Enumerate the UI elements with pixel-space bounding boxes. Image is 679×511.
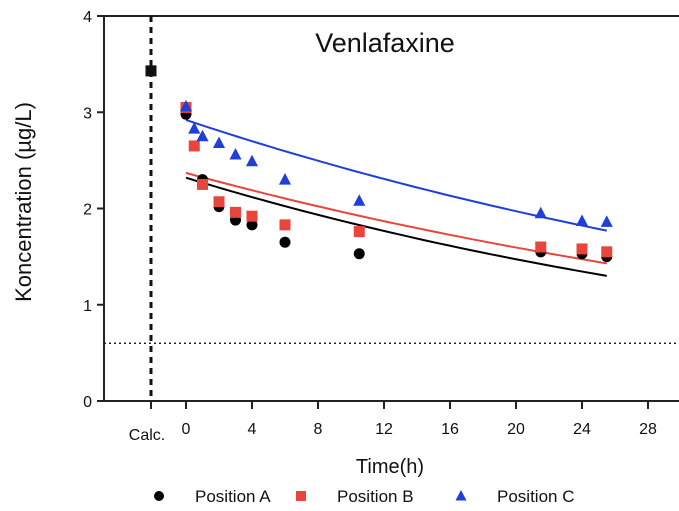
x-tick-label: 20 bbox=[507, 421, 525, 438]
x-tick-label: 0 bbox=[182, 421, 191, 438]
data-point-position-c bbox=[188, 122, 201, 134]
calc-marker bbox=[145, 65, 157, 77]
data-point-position-a bbox=[353, 248, 365, 260]
data-point-position-b bbox=[230, 206, 241, 218]
data-point-position-c bbox=[196, 129, 209, 142]
x-axis-title: Time(h) bbox=[356, 456, 424, 478]
data-point-position-b bbox=[213, 196, 225, 208]
data-point-position-b bbox=[353, 226, 365, 238]
y-tick-label: 1 bbox=[83, 298, 92, 315]
fit-line-position-a bbox=[185, 176, 607, 277]
data-point-position-b bbox=[601, 246, 613, 258]
data-point-position-c bbox=[212, 136, 226, 148]
data-points-layer bbox=[179, 99, 613, 263]
y-tick-label: 4 bbox=[83, 9, 92, 26]
data-point-position-c bbox=[534, 206, 547, 219]
legend-label-position-a: Position A bbox=[195, 487, 271, 506]
data-point-position-b bbox=[576, 243, 588, 255]
data-point-position-c bbox=[575, 214, 589, 226]
x-tick-label: 4 bbox=[248, 421, 257, 438]
data-point-position-c bbox=[245, 154, 259, 167]
legend-marker-position-a bbox=[154, 491, 164, 501]
data-point-position-b bbox=[279, 219, 291, 231]
legend-marker-position-b bbox=[296, 491, 306, 501]
data-point-position-b bbox=[246, 210, 258, 222]
legend-label-position-c: Position C bbox=[497, 487, 574, 506]
x-tick-label: 16 bbox=[441, 421, 459, 438]
legend-marker-position-c bbox=[455, 490, 467, 501]
data-point-position-b bbox=[197, 178, 208, 190]
data-point-position-c bbox=[278, 173, 292, 185]
y-tick-label: 3 bbox=[83, 105, 92, 122]
calc-tick-label: Calc. bbox=[129, 427, 165, 444]
y-tick-label: 2 bbox=[83, 202, 92, 219]
x-tick-label: 28 bbox=[639, 421, 657, 438]
legend: Position A Position B Position C bbox=[154, 487, 574, 506]
y-axis-title: Koncentration (µg/L) bbox=[11, 102, 36, 302]
data-point-position-c bbox=[229, 148, 242, 160]
legend-label-position-b: Position B bbox=[337, 487, 414, 506]
data-point-position-c bbox=[179, 99, 193, 112]
x-tick-label: 8 bbox=[314, 421, 323, 438]
chart-title: Venlafaxine bbox=[315, 28, 455, 58]
data-point-position-b bbox=[535, 241, 547, 253]
data-point-position-c bbox=[600, 215, 613, 227]
data-point-position-c bbox=[353, 194, 366, 206]
data-point-position-a bbox=[279, 236, 291, 248]
y-tick-label: 0 bbox=[83, 394, 92, 411]
data-point-position-a bbox=[246, 219, 258, 231]
x-tick-label: 12 bbox=[375, 421, 393, 438]
x-tick-label: 24 bbox=[573, 421, 591, 438]
data-point-position-b bbox=[188, 140, 200, 152]
